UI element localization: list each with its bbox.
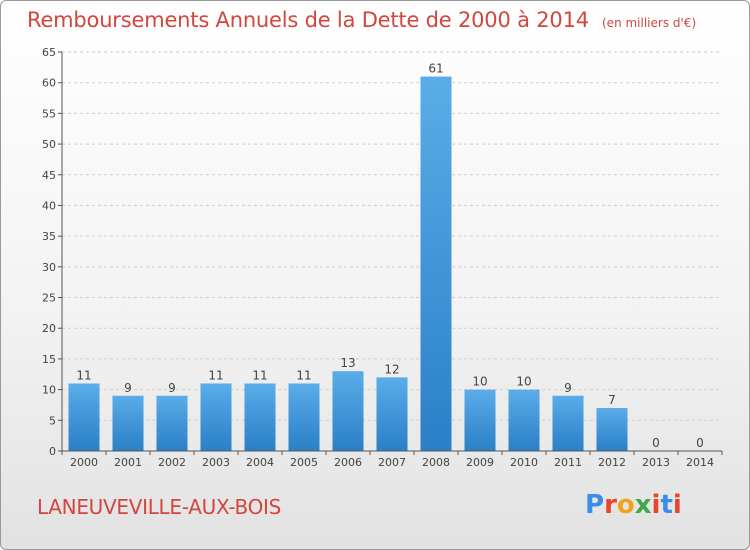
logo-letter: P: [585, 490, 605, 520]
y-tick-label: 50: [42, 138, 56, 151]
bar-2004: [244, 383, 276, 451]
y-tick-label: 0: [49, 445, 56, 458]
y-tick-label: 60: [42, 77, 56, 90]
x-tick-label-2014: 2014: [686, 456, 714, 469]
y-tick-label: 45: [42, 169, 56, 182]
y-tick-label: 10: [42, 384, 56, 397]
x-tick-label-2005: 2005: [290, 456, 318, 469]
bar-2007: [376, 377, 408, 451]
data-label-2013: 0: [652, 436, 660, 450]
logo-letter: o: [616, 490, 635, 520]
x-tick-label-2000: 2000: [70, 456, 98, 469]
y-tick-label: 20: [42, 322, 56, 335]
x-tick-label-2003: 2003: [202, 456, 230, 469]
bar-2006: [332, 371, 364, 451]
x-tick-label-2006: 2006: [334, 456, 362, 469]
bar-2010: [508, 389, 540, 451]
data-label-2000: 11: [76, 368, 91, 382]
data-label-2008: 61: [428, 62, 443, 76]
data-label-2014: 0: [696, 436, 704, 450]
chart-title: Remboursements Annuels de la Dette de 20…: [27, 8, 589, 32]
bar-2005: [288, 383, 320, 451]
data-label-2005: 11: [296, 368, 311, 382]
y-tick-label: 40: [42, 199, 56, 212]
data-label-2004: 11: [252, 368, 267, 382]
bar-2008: [420, 76, 452, 452]
commune-name: LANEUVEVILLE-AUX-BOIS: [37, 495, 282, 519]
chart-unit: (en milliers d'€): [602, 16, 697, 30]
y-tick-label: 55: [42, 107, 56, 120]
bar-2001: [112, 395, 144, 451]
data-label-2012: 7: [608, 393, 616, 407]
x-tick-label-2004: 2004: [246, 456, 274, 469]
y-tick-label: 35: [42, 230, 56, 243]
x-tick-label-2008: 2008: [422, 456, 450, 469]
x-tick-label-2009: 2009: [466, 456, 494, 469]
chart-title-line: Remboursements Annuels de la Dette de 20…: [27, 8, 696, 32]
x-axis-ticks: 2000 2001 2002 2003 2004 2005 2006 2007 2008 2009…: [61, 451, 723, 469]
bar-2011: [552, 395, 584, 451]
y-axis-ticks: 0 5 10 15 20 25 30 35 40 45 50 55 60 65: [42, 46, 62, 458]
logo-letter: t: [660, 490, 673, 520]
data-label-2009: 10: [472, 375, 487, 389]
x-tick-label-2001: 2001: [114, 456, 142, 469]
y-tick-label: 30: [42, 261, 56, 274]
x-tick-label-2012: 2012: [598, 456, 626, 469]
y-tick-label: 25: [42, 292, 56, 305]
data-labels: 11 9 9 11 11 11 13 12 61 10 10 9 7 0 0: [76, 62, 703, 450]
x-tick-label-2013: 2013: [642, 456, 670, 469]
bar-2012: [596, 408, 628, 451]
data-label-2003: 11: [208, 368, 223, 382]
bar-2009: [464, 389, 496, 451]
logo-letter: x: [634, 490, 652, 520]
logo-letter: i: [651, 490, 661, 520]
data-label-2010: 10: [516, 375, 531, 389]
y-tick-label: 5: [49, 414, 56, 427]
data-label-2006: 13: [340, 356, 355, 370]
axes: [61, 52, 722, 452]
x-tick-label-2011: 2011: [554, 456, 582, 469]
data-label-2001: 9: [124, 381, 132, 395]
x-tick-label-2002: 2002: [158, 456, 186, 469]
data-label-2011: 9: [564, 381, 572, 395]
data-label-2007: 12: [384, 362, 399, 376]
bar-2000: [68, 383, 100, 451]
proxiti-logo[interactable]: Proxiti: [585, 490, 682, 520]
x-tick-label-2010: 2010: [510, 456, 538, 469]
data-label-2002: 9: [168, 381, 176, 395]
bar-2002: [156, 395, 188, 451]
logo-letter: i: [672, 490, 682, 520]
bars: [68, 76, 628, 452]
y-tick-label: 15: [42, 353, 56, 366]
y-tick-label: 65: [42, 46, 56, 59]
bar-2003: [200, 383, 232, 451]
x-tick-label-2007: 2007: [378, 456, 406, 469]
logo-letter: r: [604, 490, 617, 520]
